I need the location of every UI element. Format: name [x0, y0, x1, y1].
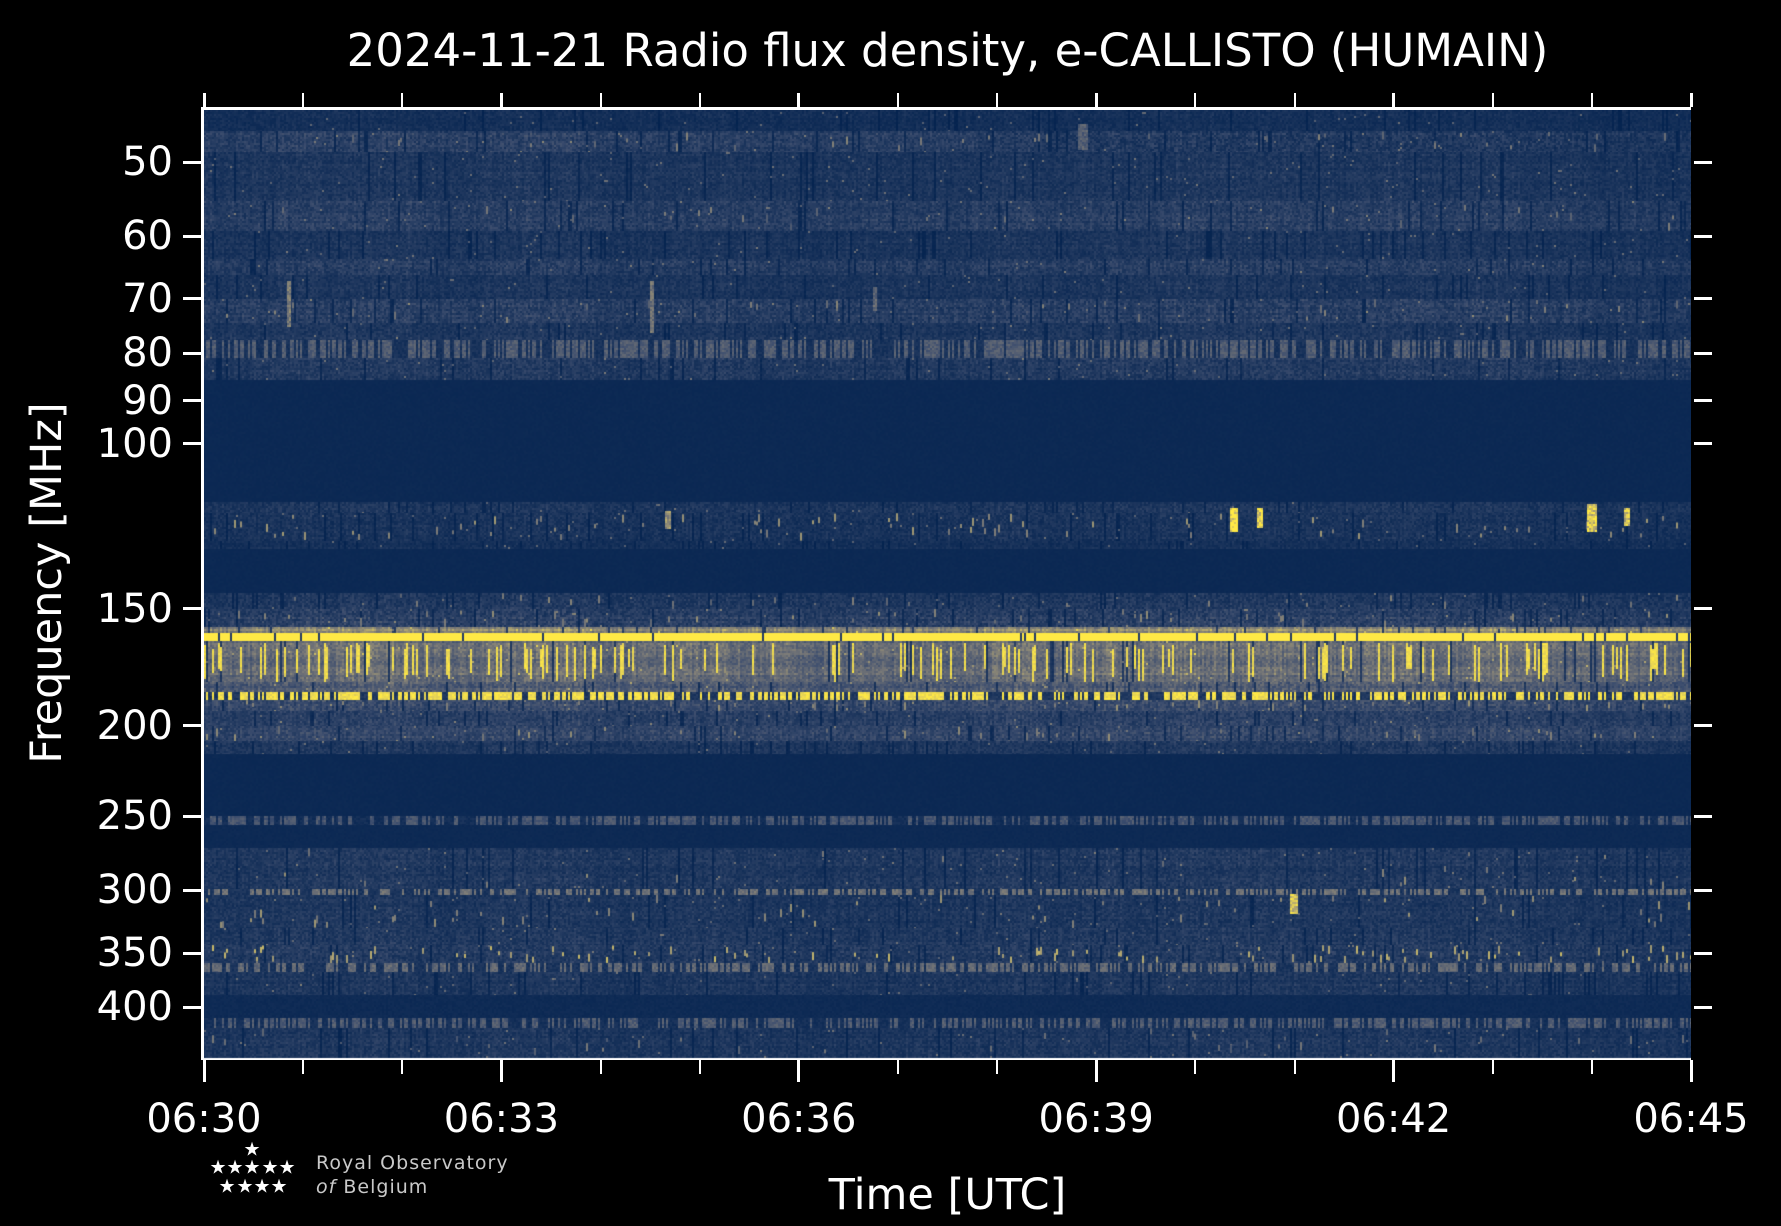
x-axis-tick-label: 06:36: [741, 1096, 857, 1142]
x-axis-tick-top: [1293, 93, 1296, 107]
x-axis-tick-top: [797, 93, 801, 107]
y-axis-tick-label: 100: [96, 420, 173, 467]
x-axis-tick: [1491, 1060, 1494, 1074]
y-axis-tick: [183, 234, 201, 238]
x-axis-tick: [1094, 1060, 1098, 1082]
y-axis-tick-label: 90: [122, 377, 173, 424]
y-axis-tick-right: [1694, 234, 1712, 238]
y-axis-tick-right: [1694, 442, 1712, 446]
y-axis-tick-right: [1694, 814, 1712, 818]
x-axis-tick-top: [1689, 93, 1693, 107]
y-axis-tick: [183, 951, 201, 955]
x-axis-title: Time [UTC]: [828, 1170, 1067, 1220]
y-axis-tick-label: 250: [96, 793, 173, 840]
x-axis-tick: [996, 1060, 999, 1074]
x-axis-tick: [797, 1060, 801, 1082]
x-axis-tick: [1194, 1060, 1197, 1074]
star-icon: ★: [243, 1156, 261, 1179]
y-axis-tick-right: [1694, 399, 1712, 403]
x-axis-tick: [401, 1060, 404, 1074]
star-icon: ★: [209, 1156, 227, 1179]
x-axis-tick-top: [1392, 93, 1396, 107]
y-axis-tick-right: [1694, 1005, 1712, 1009]
x-axis-tick-top: [896, 93, 899, 107]
y-axis-tick: [183, 724, 201, 727]
y-axis-tick: [183, 399, 201, 403]
y-axis-tick: [183, 160, 201, 164]
star-icon: ★: [218, 1175, 236, 1198]
x-axis-tick-label: 06:33: [443, 1096, 560, 1142]
x-axis-tick-top: [1590, 93, 1593, 107]
y-axis-tick-right: [1694, 951, 1712, 955]
y-axis-tick-right: [1694, 607, 1712, 611]
x-axis-tick-top: [1194, 93, 1197, 107]
x-axis-tick-label: 06:45: [1633, 1096, 1749, 1142]
chart-title: 2024-11-21 Radio flux density, e-CALLIST…: [346, 24, 1549, 77]
y-axis-tick-right: [1694, 888, 1712, 892]
y-axis-tick-right: [1694, 160, 1712, 164]
x-axis-tick-label: 06:39: [1038, 1096, 1154, 1142]
x-axis-tick: [499, 1060, 503, 1082]
y-axis-tick: [183, 607, 201, 611]
x-axis-tick: [302, 1060, 305, 1074]
y-axis-tick-label: 350: [96, 930, 173, 976]
rob-name-of: of: [316, 1176, 337, 1198]
y-axis-tick-label: 200: [96, 702, 173, 749]
y-axis-tick-right: [1694, 297, 1712, 301]
y-axis-tick-label: 400: [96, 984, 173, 1031]
x-axis-tick-top: [202, 93, 206, 107]
x-axis-tick-top: [996, 93, 999, 107]
y-axis-tick: [183, 888, 201, 892]
x-axis-tick: [698, 1060, 701, 1074]
x-axis-tick-top: [1491, 93, 1494, 107]
y-axis-tick-label: 70: [122, 275, 173, 322]
rob-name-belgium: Belgium: [343, 1176, 429, 1198]
x-axis-tick: [202, 1060, 206, 1082]
x-axis-tick-top: [1094, 93, 1098, 107]
y-axis-tick: [183, 442, 201, 446]
x-axis-tick-top: [599, 93, 602, 107]
star-icon: ★: [226, 1156, 244, 1179]
x-axis-tick: [1392, 1060, 1396, 1082]
x-axis-tick-label: 06:30: [146, 1096, 262, 1142]
y-axis-tick: [183, 814, 201, 818]
y-axis-tick-right: [1694, 351, 1712, 355]
y-axis-tick-label: 80: [122, 330, 173, 376]
y-axis-tick-right: [1694, 724, 1712, 727]
x-axis-tick-label: 06:42: [1335, 1096, 1452, 1142]
rob-name-line2: of Belgium: [316, 1176, 428, 1198]
y-axis-tick-label: 150: [96, 585, 173, 632]
star-icon: ★: [253, 1175, 271, 1198]
y-axis-tick-label: 50: [122, 139, 173, 185]
y-axis-tick: [183, 297, 201, 301]
x-axis-tick-top: [698, 93, 701, 107]
rob-name-line1: Royal Observatory: [316, 1152, 509, 1174]
x-axis-tick: [1689, 1060, 1693, 1082]
x-axis-tick: [1590, 1060, 1593, 1074]
x-axis-tick-top: [499, 93, 503, 107]
y-axis-title: Frequency [MHz]: [22, 402, 72, 764]
y-axis-tick: [183, 1005, 201, 1009]
star-icon: ★: [278, 1156, 296, 1179]
spectrogram-canvas: [204, 110, 1691, 1060]
y-axis-tick-label: 60: [122, 213, 173, 260]
y-axis-tick: [183, 351, 201, 355]
y-axis-tick-label: 300: [96, 867, 173, 914]
star-icon: ★: [243, 1138, 261, 1161]
star-icon: ★: [270, 1175, 288, 1198]
star-icon: ★: [236, 1175, 254, 1198]
x-axis-tick: [896, 1060, 899, 1074]
x-axis-tick: [1293, 1060, 1296, 1074]
star-icon: ★: [261, 1156, 279, 1179]
x-axis-tick-top: [302, 93, 305, 107]
x-axis-tick: [599, 1060, 602, 1074]
x-axis-tick-top: [401, 93, 404, 107]
